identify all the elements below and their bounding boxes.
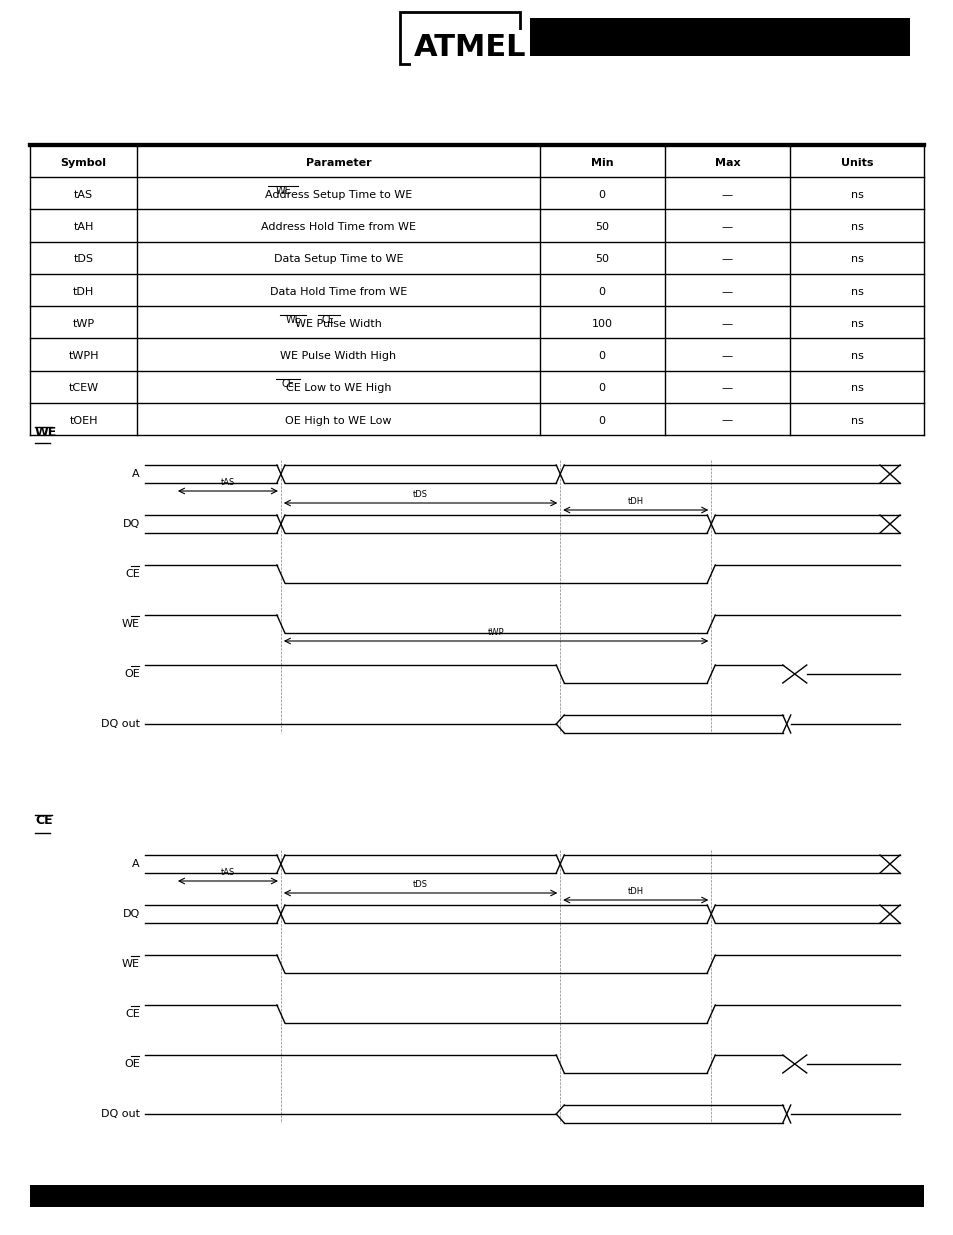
Text: 0: 0 [598, 351, 605, 361]
Text: CE: CE [282, 379, 294, 389]
Text: ns: ns [850, 287, 862, 296]
Text: tAS: tAS [74, 190, 93, 200]
Text: 0: 0 [598, 415, 605, 426]
Text: tWP: tWP [72, 319, 94, 329]
FancyBboxPatch shape [30, 1186, 923, 1207]
Text: Units: Units [840, 158, 872, 168]
Text: ns: ns [850, 254, 862, 264]
Text: tDH: tDH [627, 887, 643, 897]
Text: tDS: tDS [73, 254, 93, 264]
Text: —: — [721, 190, 732, 200]
Text: 0: 0 [598, 287, 605, 296]
Text: DQ: DQ [123, 519, 140, 529]
Text: Min: Min [590, 158, 613, 168]
Text: OE: OE [124, 1058, 140, 1070]
Text: WE Pulse Width High: WE Pulse Width High [280, 351, 396, 361]
Text: tDH: tDH [73, 287, 94, 296]
Text: CE: CE [125, 1009, 140, 1019]
Text: —: — [721, 351, 732, 361]
Text: Data Setup Time to WE: Data Setup Time to WE [274, 254, 403, 264]
Text: CE Low to WE High: CE Low to WE High [285, 383, 391, 393]
Text: DQ: DQ [123, 909, 140, 919]
Text: tOEH: tOEH [70, 415, 98, 426]
Text: ATMEL: ATMEL [414, 33, 526, 63]
Text: A: A [132, 469, 140, 479]
Text: WE: WE [122, 619, 140, 629]
Text: tDS: tDS [413, 490, 428, 499]
Text: ns: ns [850, 415, 862, 426]
Text: 0: 0 [598, 190, 605, 200]
Text: A: A [132, 860, 140, 869]
Text: tWP: tWP [487, 629, 504, 637]
Text: tAH: tAH [73, 222, 93, 232]
Text: tDH: tDH [627, 496, 643, 506]
FancyBboxPatch shape [530, 19, 909, 56]
Text: Data Hold Time from WE: Data Hold Time from WE [270, 287, 407, 296]
Text: WE: WE [122, 960, 140, 969]
Text: DQ out: DQ out [101, 1109, 140, 1119]
Text: CE: CE [125, 569, 140, 579]
Text: —: — [721, 383, 732, 393]
Text: 0: 0 [598, 383, 605, 393]
Text: ns: ns [850, 351, 862, 361]
Text: —: — [721, 415, 732, 426]
Text: WE: WE [285, 315, 301, 325]
Text: ns: ns [850, 319, 862, 329]
Text: —: — [721, 222, 732, 232]
Text: ns: ns [850, 190, 862, 200]
Text: CE: CE [322, 315, 335, 325]
FancyBboxPatch shape [399, 12, 519, 64]
Text: Symbol: Symbol [61, 158, 107, 168]
Text: tDS: tDS [413, 881, 428, 889]
Text: —: — [721, 254, 732, 264]
Text: 100: 100 [591, 319, 612, 329]
Text: Address Hold Time from WE: Address Hold Time from WE [261, 222, 416, 232]
Text: tWPH: tWPH [69, 351, 99, 361]
Text: —: — [721, 287, 732, 296]
Text: WE Pulse Width: WE Pulse Width [294, 319, 381, 329]
Text: ns: ns [850, 383, 862, 393]
Text: ns: ns [850, 222, 862, 232]
Text: CE: CE [35, 814, 52, 826]
Text: WE: WE [275, 186, 291, 196]
Text: Max: Max [714, 158, 740, 168]
Text: tCEW: tCEW [69, 383, 98, 393]
Text: OE: OE [124, 669, 140, 679]
Text: —: — [721, 319, 732, 329]
Text: tAS: tAS [220, 868, 234, 877]
Text: WE: WE [35, 426, 57, 438]
Text: Address Setup Time to WE: Address Setup Time to WE [265, 190, 412, 200]
Text: tAS: tAS [220, 478, 234, 487]
Text: Parameter: Parameter [305, 158, 371, 168]
Text: DQ out: DQ out [101, 719, 140, 729]
Text: 50: 50 [595, 222, 609, 232]
Text: OE High to WE Low: OE High to WE Low [285, 415, 392, 426]
Text: 50: 50 [595, 254, 609, 264]
